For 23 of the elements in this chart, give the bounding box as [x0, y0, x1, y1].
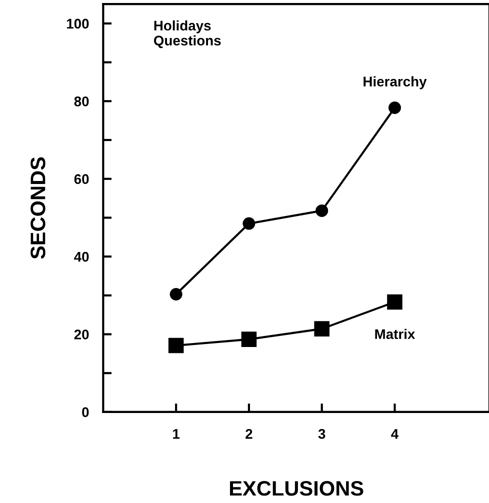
x-tick-label: 1	[173, 429, 180, 439]
y-tick-label: 100	[66, 18, 89, 29]
y-tick-label: 60	[74, 174, 89, 184]
y-tick-label: 40	[74, 252, 89, 262]
x-tick-label: 4	[391, 429, 399, 439]
x-axis-title: EXCLUSIONS	[230, 481, 364, 496]
series-label: Hierarchy	[364, 76, 427, 90]
y-tick-label: 20	[74, 330, 89, 340]
series-label: Matrix	[375, 328, 416, 340]
point	[316, 204, 328, 217]
point	[170, 288, 182, 300]
point	[242, 217, 256, 230]
y-tick-label: 0	[82, 407, 89, 418]
point	[241, 332, 257, 347]
annotation: Holidays Questions	[154, 20, 221, 48]
point	[168, 338, 184, 354]
point	[388, 102, 401, 114]
y-axis-title: SECONDS	[30, 157, 46, 259]
y-tick-label: 80	[74, 96, 89, 106]
point	[314, 321, 330, 336]
x-tick-label: 3	[318, 428, 326, 439]
point	[387, 294, 402, 310]
x-tick-label: 2	[246, 428, 252, 439]
